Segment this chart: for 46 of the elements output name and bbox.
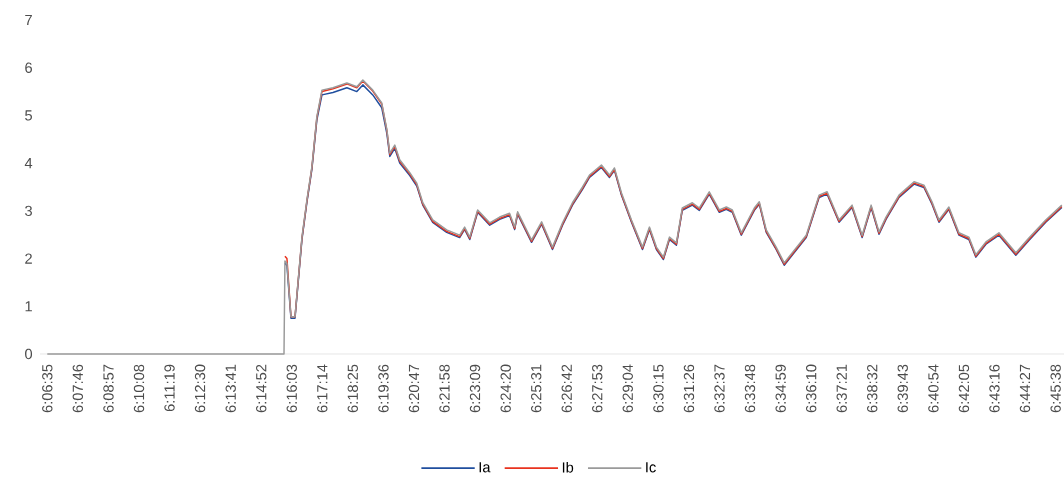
x-tick-label: 6:20:47 [408, 364, 420, 413]
y-tick-label: 1 [25, 301, 32, 312]
x-tick-label: 6:12:30 [194, 364, 206, 413]
x-tick-label: 6:44:27 [1019, 364, 1031, 413]
x-tick-label: 6:06:35 [42, 364, 53, 413]
x-tick-label: 6:29:04 [622, 364, 633, 413]
x-tick-label: 6:14:52 [256, 364, 267, 413]
x-tick-label: 6:45:38 [1050, 364, 1061, 413]
x-tick-label: 6:32:37 [714, 364, 725, 413]
x-tick-label: 6:21:58 [439, 364, 450, 413]
x-tick-label: 6:23:09 [469, 364, 481, 413]
line-series [46, 79, 1063, 355]
x-tick-label: 6:27:53 [592, 364, 603, 413]
legend-label: Ib [562, 461, 574, 473]
y-tick-label: 6 [25, 62, 32, 73]
x-tick-label: 6:37:21 [836, 364, 847, 413]
x-tick-label: 6:13:41 [225, 364, 236, 413]
x-tick-label: 6:17:14 [317, 364, 328, 413]
x-tick-label: 6:42:05 [958, 364, 970, 413]
x-tick-label: 6:34:59 [775, 364, 786, 413]
x-tick-label: 6:40:54 [928, 364, 939, 413]
x-tick-label: 6:08:57 [103, 364, 114, 413]
x-tick-label: 6:26:42 [561, 364, 572, 413]
y-tick-label: 5 [25, 110, 32, 121]
x-tick-label: 6:10:08 [133, 364, 145, 413]
x-tick-label: 6:43:16 [989, 364, 1000, 413]
x-tick-label: 6:18:25 [347, 364, 358, 413]
x-tick-label: 6:11:19 [164, 364, 175, 412]
x-tick-label: 6:33:48 [744, 364, 756, 413]
x-tick-label: 6:36:10 [806, 364, 817, 413]
y-tick-label: 3 [25, 205, 32, 217]
x-tick-label: 6:19:36 [378, 364, 389, 413]
y-tick-label: 4 [24, 158, 33, 169]
y-tick-label: 2 [25, 253, 32, 264]
x-tick-label: 6:39:43 [897, 364, 908, 413]
legend-label: Ic [646, 462, 656, 473]
x-tick-label: 6:24:20 [500, 364, 511, 413]
y-tick-label: 7 [25, 14, 32, 26]
x-tick-label: 6:38:32 [867, 364, 878, 413]
y-tick-label: 0 [25, 348, 33, 360]
x-tick-label: 6:07:46 [72, 364, 83, 413]
x-tick-label: 6:31:26 [683, 364, 695, 413]
legend-label: Ia [479, 462, 491, 473]
x-tick-label: 6:16:03 [286, 364, 297, 413]
x-tick-label: 6:25:31 [531, 364, 542, 413]
x-tick-label: 6:30:15 [653, 364, 664, 413]
